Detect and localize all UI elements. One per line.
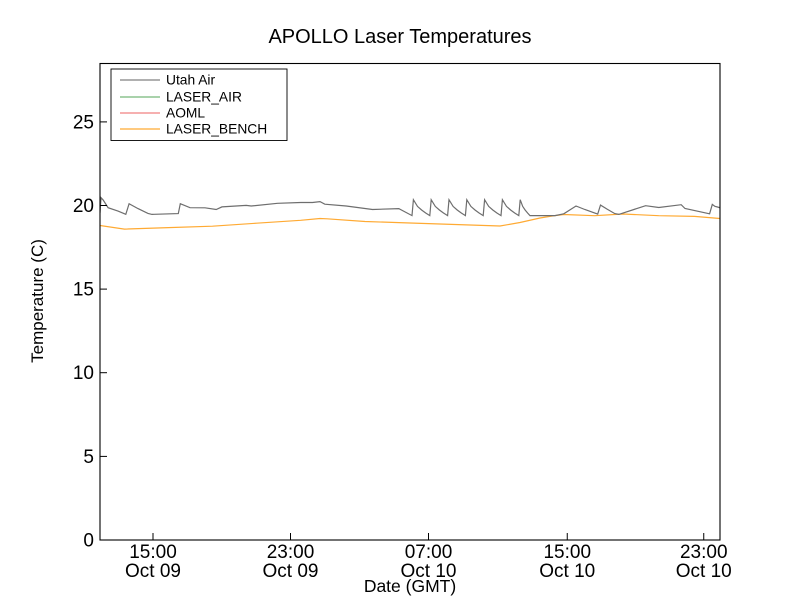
svg-text:Oct 10: Oct 10 xyxy=(539,561,595,582)
svg-text:AOML: AOML xyxy=(166,106,205,121)
svg-text:23:00: 23:00 xyxy=(680,542,728,563)
svg-text:15:00: 15:00 xyxy=(129,542,177,563)
svg-text:25: 25 xyxy=(73,112,94,133)
svg-text:Oct 10: Oct 10 xyxy=(676,561,732,582)
svg-text:15:00: 15:00 xyxy=(543,542,591,563)
svg-text:Utah Air: Utah Air xyxy=(166,73,215,88)
svg-text:Oct 09: Oct 09 xyxy=(125,561,181,582)
svg-text:07:00: 07:00 xyxy=(405,542,453,563)
svg-text:0: 0 xyxy=(83,531,94,552)
svg-text:Temperature (C): Temperature (C) xyxy=(28,239,47,363)
svg-text:APOLLO Laser Temperatures: APOLLO Laser Temperatures xyxy=(268,26,531,48)
svg-text:23:00: 23:00 xyxy=(267,542,315,563)
svg-text:LASER_AIR: LASER_AIR xyxy=(166,90,242,105)
svg-text:Date (GMT): Date (GMT) xyxy=(364,576,456,596)
svg-text:5: 5 xyxy=(83,447,94,468)
svg-text:20: 20 xyxy=(73,196,94,217)
svg-text:LASER_BENCH: LASER_BENCH xyxy=(166,122,267,137)
svg-text:10: 10 xyxy=(73,363,94,384)
svg-text:Oct 09: Oct 09 xyxy=(263,561,319,582)
svg-text:15: 15 xyxy=(73,280,94,301)
